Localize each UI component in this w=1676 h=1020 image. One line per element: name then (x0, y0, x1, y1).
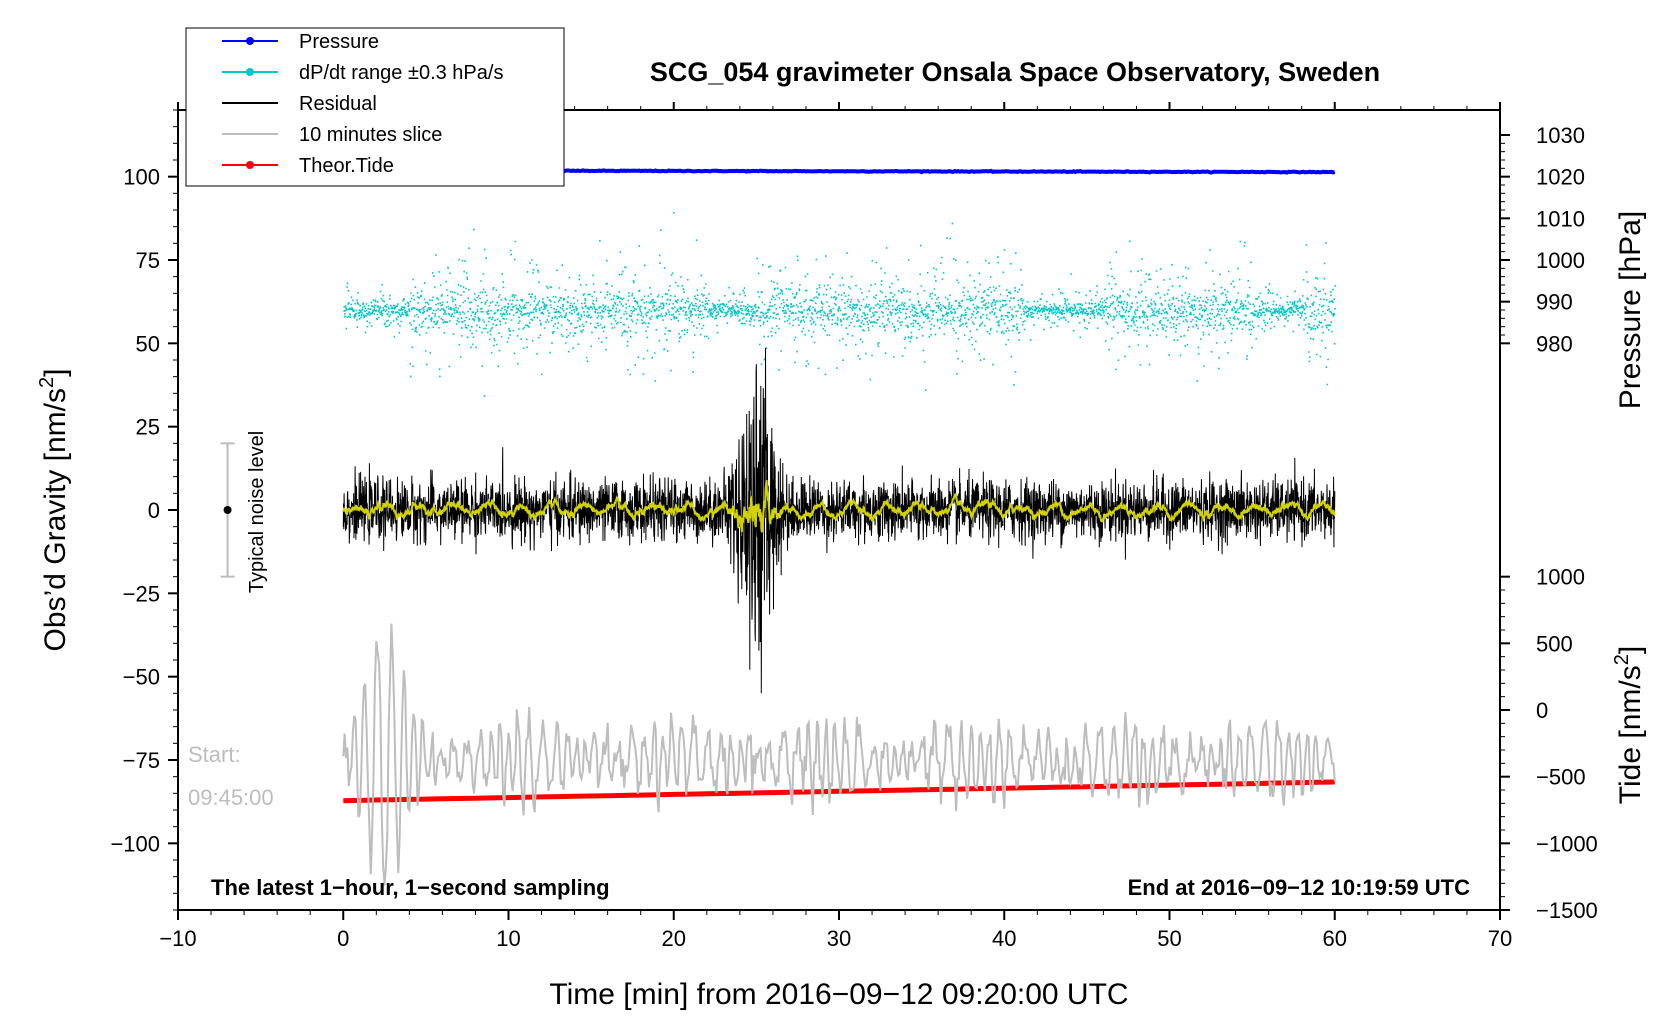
y-tick-label: −100 (110, 831, 160, 856)
x-axis-ticks: −10 0 10 20 30 40 50 60 70 (159, 102, 1512, 951)
y-left-label-end: ] (39, 369, 72, 377)
pressure-tick-label: 1030 (1536, 123, 1585, 148)
x-tick-label: 0 (337, 926, 349, 951)
pressure-tick-label: 980 (1536, 331, 1573, 356)
y-tick-label: 25 (136, 415, 160, 440)
tide-tick-label: −1500 (1536, 898, 1598, 923)
pressure-tick-label: 990 (1536, 290, 1573, 315)
dpdt-series (343, 212, 1337, 397)
x-tick-label: 50 (1157, 926, 1181, 951)
legend-label: Residual (299, 93, 377, 115)
x-tick-label: 40 (992, 926, 1016, 951)
y-axis-left-label: Obs’d Gravity [nm/s2] (36, 369, 72, 652)
tide-tick-label: 500 (1536, 631, 1573, 656)
residual-smooth-line (342, 480, 1336, 533)
legend-box (185, 27, 565, 187)
tide-line (343, 779, 1335, 804)
legend: Pressure dP/dt range ±0.3 hPa/s Residual 10… (222, 31, 503, 177)
legend-label: Theor.Tide (299, 155, 394, 177)
pressure-tick-label: 1020 (1536, 165, 1585, 190)
pressure-tick-label: 1000 (1536, 248, 1585, 273)
tide-tick-label: 0 (1536, 698, 1548, 723)
y-tick-label: 100 (123, 165, 160, 190)
residual-series (342, 347, 1336, 694)
y-left-label-sup: 2 (36, 377, 58, 388)
y-tick-label: 0 (148, 498, 160, 523)
dpdt-points (343, 212, 1337, 397)
tide-label-end: ] (1614, 646, 1647, 654)
y-tick-label: 50 (136, 331, 160, 356)
pressure-tick-label: 1010 (1536, 206, 1585, 231)
chart-title: SCG_054 gravimeter Onsala Space Observat… (650, 57, 1380, 87)
x-tick-label: −10 (159, 926, 196, 951)
y-tick-label: −50 (123, 665, 160, 690)
tide-series (343, 779, 1335, 804)
x-tick-label: 60 (1323, 926, 1347, 951)
legend-marker (246, 161, 254, 169)
legend-marker (246, 68, 254, 76)
tide-axis-ticks: 1000 500 0 −500 −1000 −1500 (1500, 565, 1598, 923)
y-axis-tide-label: Tide [nm/s2] (1611, 646, 1647, 804)
pressure-axis-ticks: 1030 1020 1010 1000 990 980 (1500, 123, 1585, 356)
x-tick-label: 70 (1488, 926, 1512, 951)
tide-label-main: Tide [nm/s (1614, 665, 1647, 804)
y-left-label-main: Obs’d Gravity [nm/s (39, 388, 72, 651)
slice-series (342, 623, 1336, 886)
x-tick-label: 20 (662, 926, 686, 951)
y-tick-label: −25 (123, 581, 160, 606)
annotation-end-time: End at 2016−09−12 10:19:59 UTC (1128, 875, 1471, 900)
start-time-label: 09:45:00 (188, 785, 274, 810)
noise-level-bar (220, 442, 235, 578)
legend-label: dP/dt range ±0.3 hPa/s (299, 62, 503, 84)
y-tick-label: −75 (123, 748, 160, 773)
legend-label: Pressure (299, 31, 379, 53)
tide-tick-label: −500 (1536, 765, 1586, 790)
x-tick-label: 30 (827, 926, 851, 951)
annotation-sampling: The latest 1−hour, 1−second sampling (211, 875, 610, 900)
noise-bar-center (223, 506, 232, 514)
residual-line (342, 347, 1336, 694)
tide-label-sup: 2 (1611, 654, 1633, 665)
x-tick-label: 10 (496, 926, 520, 951)
noise-level-label: Typical noise level (246, 431, 268, 593)
y-axis-pressure-label: Pressure [hPa] (1614, 211, 1647, 409)
legend-label: 10 minutes slice (299, 124, 442, 146)
start-label: Start: (188, 742, 241, 767)
y-axis-left-ticks: 100 75 50 25 0 −25 −50 −75 −100 (110, 109, 178, 911)
slice-line (342, 623, 1336, 886)
x-axis-label: Time [min] from 2016−09−12 09:20:00 UTC (549, 978, 1128, 1011)
tide-tick-label: −1000 (1536, 831, 1598, 856)
legend-marker (246, 37, 254, 45)
tide-tick-label: 1000 (1536, 565, 1585, 590)
y-tick-label: 75 (136, 248, 160, 273)
